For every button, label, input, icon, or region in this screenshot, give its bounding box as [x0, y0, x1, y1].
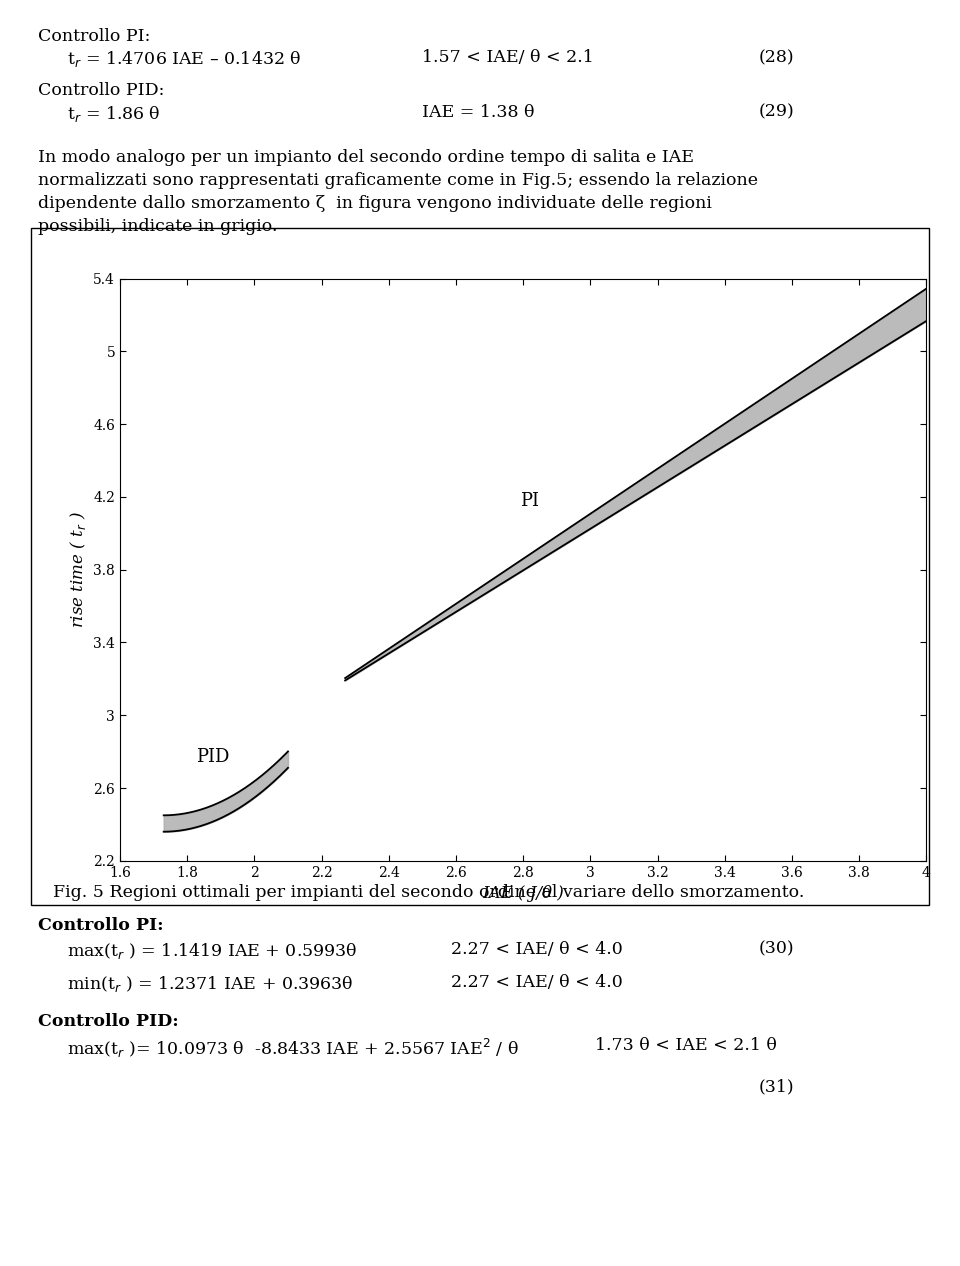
Text: Controllo PID:: Controllo PID: — [38, 82, 165, 99]
X-axis label: IAE ( J/θ ): IAE ( J/θ ) — [482, 885, 564, 903]
Text: min(t$_{r}$ ) = 1.2371 IAE + 0.3963θ: min(t$_{r}$ ) = 1.2371 IAE + 0.3963θ — [67, 974, 353, 994]
Text: 1.57 < IAE/ θ < 2.1: 1.57 < IAE/ θ < 2.1 — [422, 49, 594, 66]
Text: normalizzati sono rappresentati graficamente come in Fig.5; essendo la relazione: normalizzati sono rappresentati graficam… — [38, 172, 758, 189]
Text: (28): (28) — [758, 49, 794, 66]
Text: Controllo PI:: Controllo PI: — [38, 917, 164, 933]
Text: max(t$_{r}$ ) = 1.1419 IAE + 0.5993θ: max(t$_{r}$ ) = 1.1419 IAE + 0.5993θ — [67, 941, 357, 961]
Text: PID: PID — [196, 748, 229, 766]
Text: max(t$_{r}$ )= 10.0973 θ  -8.8433 IAE + 2.5567 IAE$^{2}$ / θ: max(t$_{r}$ )= 10.0973 θ -8.8433 IAE + 2… — [67, 1037, 519, 1060]
Text: dipendente dallo smorzamento ζ  in figura vengono individuate delle regioni: dipendente dallo smorzamento ζ in figura… — [38, 195, 712, 211]
Text: t$_{r}$ = 1.4706 IAE – 0.1432 θ: t$_{r}$ = 1.4706 IAE – 0.1432 θ — [67, 49, 301, 70]
Text: 2.27 < IAE/ θ < 4.0: 2.27 < IAE/ θ < 4.0 — [451, 974, 623, 990]
Text: (31): (31) — [758, 1079, 794, 1095]
Text: In modo analogo per un impianto del secondo ordine tempo di salita e IAE: In modo analogo per un impianto del seco… — [38, 149, 694, 166]
Text: (29): (29) — [758, 104, 794, 120]
Text: (30): (30) — [758, 941, 794, 957]
Text: IAE = 1.38 θ: IAE = 1.38 θ — [422, 104, 535, 120]
Y-axis label: rise time ( t$_{r}$ ): rise time ( t$_{r}$ ) — [68, 511, 87, 628]
Text: PI: PI — [520, 491, 540, 509]
Text: Controllo PI:: Controllo PI: — [38, 28, 151, 44]
Text: 1.73 θ < IAE < 2.1 θ: 1.73 θ < IAE < 2.1 θ — [595, 1037, 777, 1053]
Text: t$_{r}$ = 1.86 θ: t$_{r}$ = 1.86 θ — [67, 104, 160, 124]
Text: 2.27 < IAE/ θ < 4.0: 2.27 < IAE/ θ < 4.0 — [451, 941, 623, 957]
Text: Fig. 5 Regioni ottimali per impianti del secondo ordine al variare dello smorzam: Fig. 5 Regioni ottimali per impianti del… — [53, 884, 804, 900]
Text: possibili, indicate in grigio.: possibili, indicate in grigio. — [38, 218, 277, 234]
Text: Controllo PID:: Controllo PID: — [38, 1013, 180, 1029]
